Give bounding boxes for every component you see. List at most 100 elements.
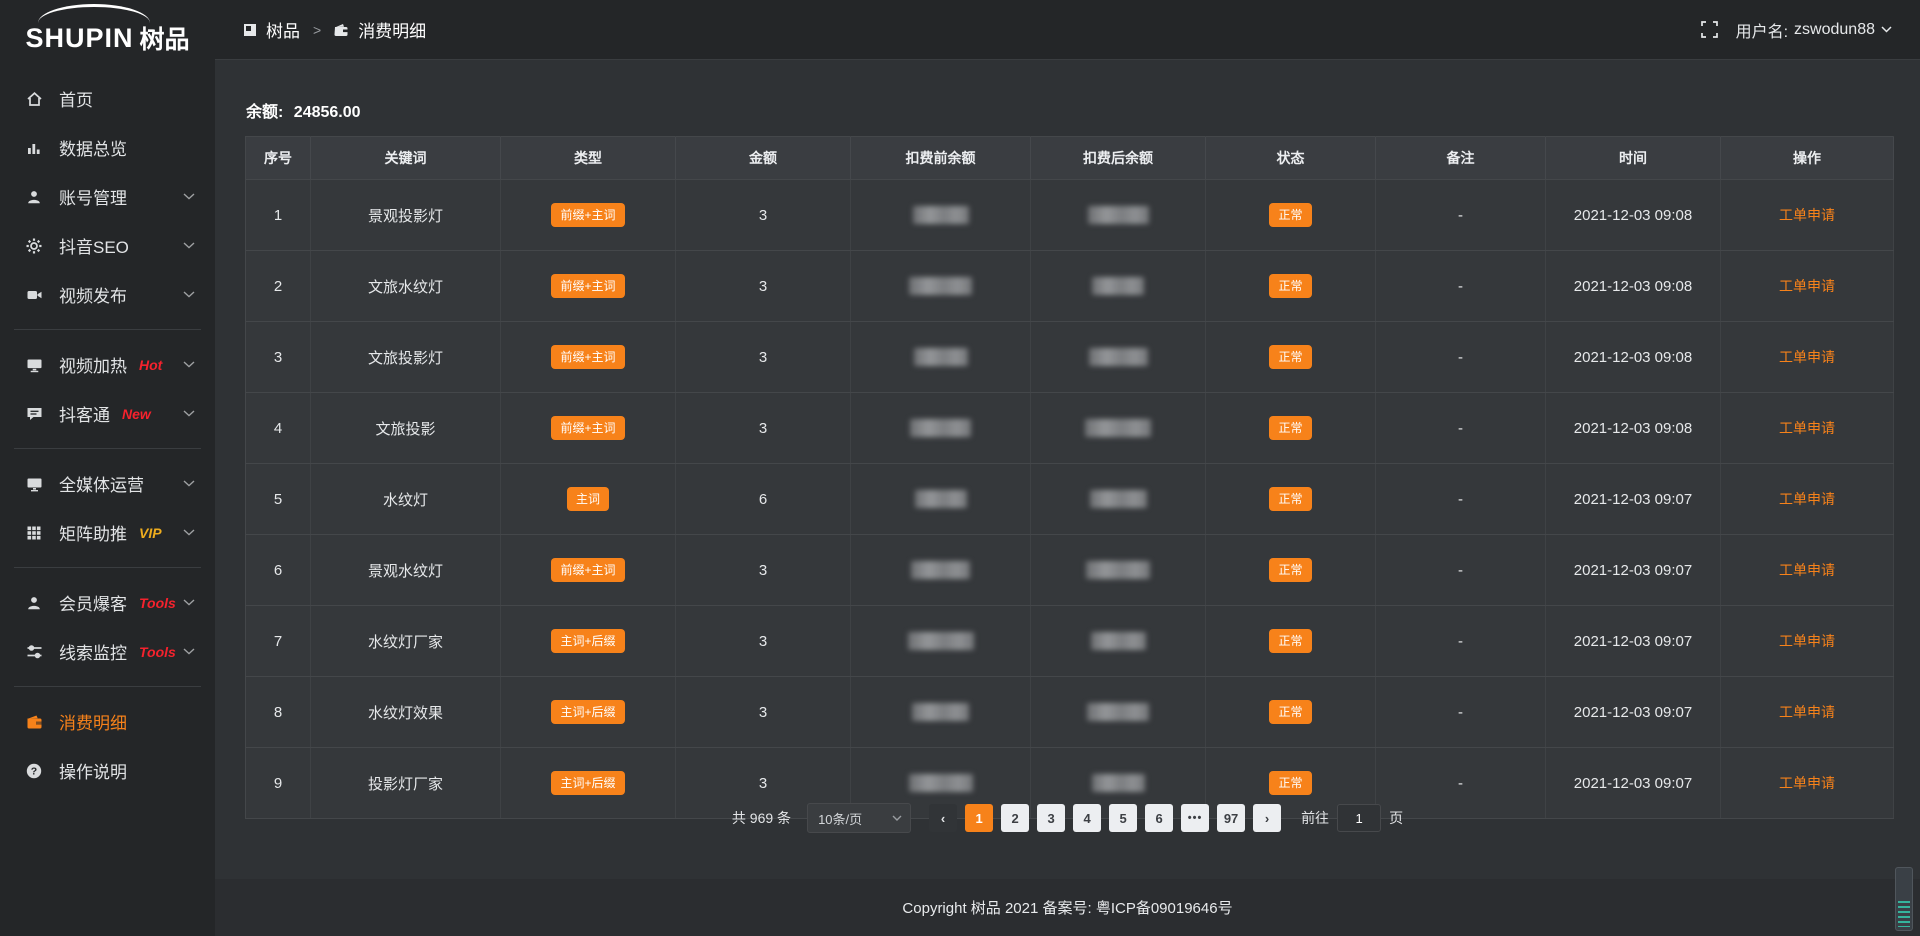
work-order-link[interactable]: 工单申请 bbox=[1779, 775, 1835, 791]
cell-5 bbox=[850, 321, 1031, 393]
cell-3: 主词+后缀 bbox=[500, 676, 676, 748]
work-order-link[interactable]: 工单申请 bbox=[1779, 278, 1835, 294]
masked-balance-value bbox=[907, 632, 974, 651]
breadcrumb-separator: > bbox=[313, 21, 322, 38]
cell-3: 前缀+主词 bbox=[500, 250, 676, 322]
sidebar-item-7[interactable]: 抖客通 New bbox=[0, 389, 215, 438]
sidebar-item-13[interactable]: ? 操作说明 bbox=[0, 746, 215, 795]
cell-10: 工单申请 bbox=[1720, 179, 1894, 251]
sidebar-item-6[interactable]: 视频加热 Hot bbox=[0, 340, 215, 389]
type-badge: 前缀+主词 bbox=[551, 345, 625, 369]
type-badge: 前缀+主词 bbox=[551, 203, 625, 227]
next-page-button[interactable]: › bbox=[1253, 804, 1282, 832]
cell-4: 3 bbox=[675, 321, 851, 393]
sidebar-item-5[interactable]: 视频发布 bbox=[0, 270, 215, 319]
masked-balance-value bbox=[1090, 632, 1146, 651]
goto-page-input[interactable]: 1 bbox=[1337, 804, 1382, 832]
cell-5 bbox=[850, 463, 1031, 535]
work-order-link[interactable]: 工单申请 bbox=[1779, 491, 1835, 507]
sidebar-item-label: 线索监控 bbox=[59, 644, 127, 663]
page-size-select[interactable]: 10条/页 bbox=[807, 803, 912, 833]
cell-1: 9 bbox=[245, 747, 311, 819]
work-order-link[interactable]: 工单申请 bbox=[1779, 704, 1835, 720]
user-dropdown[interactable]: 用户名: zswodun88 bbox=[1736, 18, 1892, 42]
column-header-7: 状态 bbox=[1205, 136, 1376, 180]
cell-6 bbox=[1030, 179, 1206, 251]
cell-4: 3 bbox=[675, 392, 851, 464]
sidebar-item-3[interactable]: 账号管理 bbox=[0, 172, 215, 221]
logo-arc bbox=[38, 4, 150, 23]
cell-3: 前缀+主词 bbox=[500, 179, 676, 251]
cell-1: 2 bbox=[245, 250, 311, 322]
column-header-3: 类型 bbox=[500, 136, 676, 180]
page-button-3[interactable]: 3 bbox=[1037, 804, 1066, 832]
work-order-link[interactable]: 工单申请 bbox=[1779, 562, 1835, 578]
page-button-6[interactable]: 6 bbox=[1145, 804, 1174, 832]
cell-4: 3 bbox=[675, 179, 851, 251]
table-row: 8 水纹灯效果 主词+后缀 3 正常 -2021-12-03 09:07 工单申请 bbox=[245, 676, 1894, 748]
goto-page: 前往 1 页 bbox=[1301, 804, 1403, 832]
sidebar-menu: 首页 数据总览 账号管理 抖音SEO 视频发布视频加热 Hot 抖客通 New 全媒体运营 矩阵助… bbox=[0, 70, 215, 795]
cell-9: 2021-12-03 09:08 bbox=[1545, 392, 1721, 464]
work-order-link[interactable]: 工单申请 bbox=[1779, 633, 1835, 649]
cell-10: 工单申请 bbox=[1720, 463, 1894, 535]
cell-1: 8 bbox=[245, 676, 311, 748]
cell-1: 3 bbox=[245, 321, 311, 393]
floating-widget[interactable] bbox=[1895, 867, 1913, 931]
cell-10: 工单申请 bbox=[1720, 605, 1894, 677]
page-button-97[interactable]: 97 bbox=[1217, 804, 1246, 832]
sidebar-item-11[interactable]: 线索监控 Tools bbox=[0, 627, 215, 676]
chevron-down-icon bbox=[183, 193, 195, 200]
status-badge: 正常 bbox=[1269, 416, 1312, 440]
balance: 余额: 24856.00 bbox=[246, 98, 361, 122]
sidebar-item-label: 会员爆客 bbox=[59, 595, 127, 614]
gear-icon bbox=[24, 237, 44, 255]
masked-balance-value bbox=[1089, 490, 1147, 509]
masked-balance-value bbox=[1088, 348, 1148, 367]
work-order-link[interactable]: 工单申请 bbox=[1779, 420, 1835, 436]
prev-page-button[interactable]: ‹ bbox=[929, 804, 958, 832]
sidebar-item-8[interactable]: 全媒体运营 bbox=[0, 459, 215, 508]
cell-3: 前缀+主词 bbox=[500, 534, 676, 606]
sidebar-item-1[interactable]: 首页 bbox=[0, 74, 215, 123]
cell-2: 文旅水纹灯 bbox=[310, 250, 501, 322]
table-row: 1 景观投影灯 前缀+主词 3 正常 -2021-12-03 09:08 工单申请 bbox=[245, 179, 1894, 251]
sidebar-item-4[interactable]: 抖音SEO bbox=[0, 221, 215, 270]
question-icon: ? bbox=[24, 762, 44, 780]
consumption-table: 序号 关键词 类型 金额 扣费前余额 扣费后余额 状态 备注 时间 操作 1 景观投影灯 前缀+主词 3… bbox=[245, 136, 1894, 819]
sidebar-item-9[interactable]: 矩阵助推 VIP bbox=[0, 508, 215, 557]
page-button-2[interactable]: 2 bbox=[1001, 804, 1030, 832]
cell-6 bbox=[1030, 250, 1206, 322]
masked-balance-value bbox=[1087, 206, 1149, 225]
work-order-link[interactable]: 工单申请 bbox=[1779, 207, 1835, 223]
sidebar-item-2[interactable]: 数据总览 bbox=[0, 123, 215, 172]
topbar-right: 用户名: zswodun88 bbox=[1700, 18, 1892, 42]
masked-balance-value bbox=[1092, 277, 1144, 296]
sidebar-divider bbox=[14, 448, 201, 449]
sidebar-item-tag: Tools bbox=[139, 594, 176, 611]
page-button-1[interactable]: 1 bbox=[965, 804, 994, 832]
fullscreen-icon[interactable] bbox=[1700, 21, 1718, 38]
cell-4: 3 bbox=[675, 534, 851, 606]
copyright-text: Copyright 树品 2021 备案号: 粤ICP备09019646号 bbox=[902, 900, 1233, 917]
cell-9: 2021-12-03 09:08 bbox=[1545, 250, 1721, 322]
page-button-4[interactable]: 4 bbox=[1073, 804, 1102, 832]
page-button-5[interactable]: 5 bbox=[1109, 804, 1138, 832]
sidebar-divider bbox=[14, 567, 201, 568]
breadcrumb-item-root[interactable]: 树品 bbox=[266, 22, 300, 41]
sidebar-item-10[interactable]: 会员爆客 Tools bbox=[0, 578, 215, 627]
masked-balance-value bbox=[912, 206, 969, 225]
video-icon bbox=[24, 286, 44, 304]
more-pages-button[interactable]: ••• bbox=[1181, 804, 1210, 832]
status-badge: 正常 bbox=[1269, 771, 1312, 795]
sidebar-item-12[interactable]: 消费明细 bbox=[0, 697, 215, 746]
work-order-link[interactable]: 工单申请 bbox=[1779, 349, 1835, 365]
cell-7: 正常 bbox=[1205, 392, 1376, 464]
cell-5 bbox=[850, 179, 1031, 251]
cell-6 bbox=[1030, 605, 1206, 677]
goto-suffix: 页 bbox=[1389, 810, 1404, 826]
cell-2: 景观投影灯 bbox=[310, 179, 501, 251]
chat-icon bbox=[24, 405, 44, 423]
column-header-4: 金额 bbox=[675, 136, 851, 180]
